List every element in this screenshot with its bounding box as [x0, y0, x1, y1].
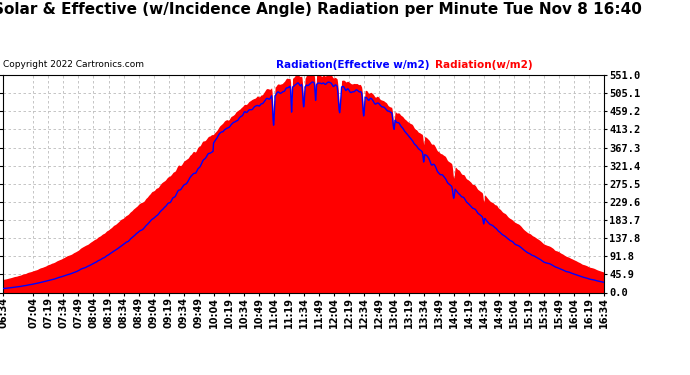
Text: Solar & Effective (w/Incidence Angle) Radiation per Minute Tue Nov 8 16:40: Solar & Effective (w/Incidence Angle) Ra… [0, 2, 642, 17]
Text: Radiation(w/m2): Radiation(w/m2) [435, 60, 532, 70]
Text: Copyright 2022 Cartronics.com: Copyright 2022 Cartronics.com [3, 60, 144, 69]
Text: Radiation(Effective w/m2): Radiation(Effective w/m2) [276, 60, 429, 70]
